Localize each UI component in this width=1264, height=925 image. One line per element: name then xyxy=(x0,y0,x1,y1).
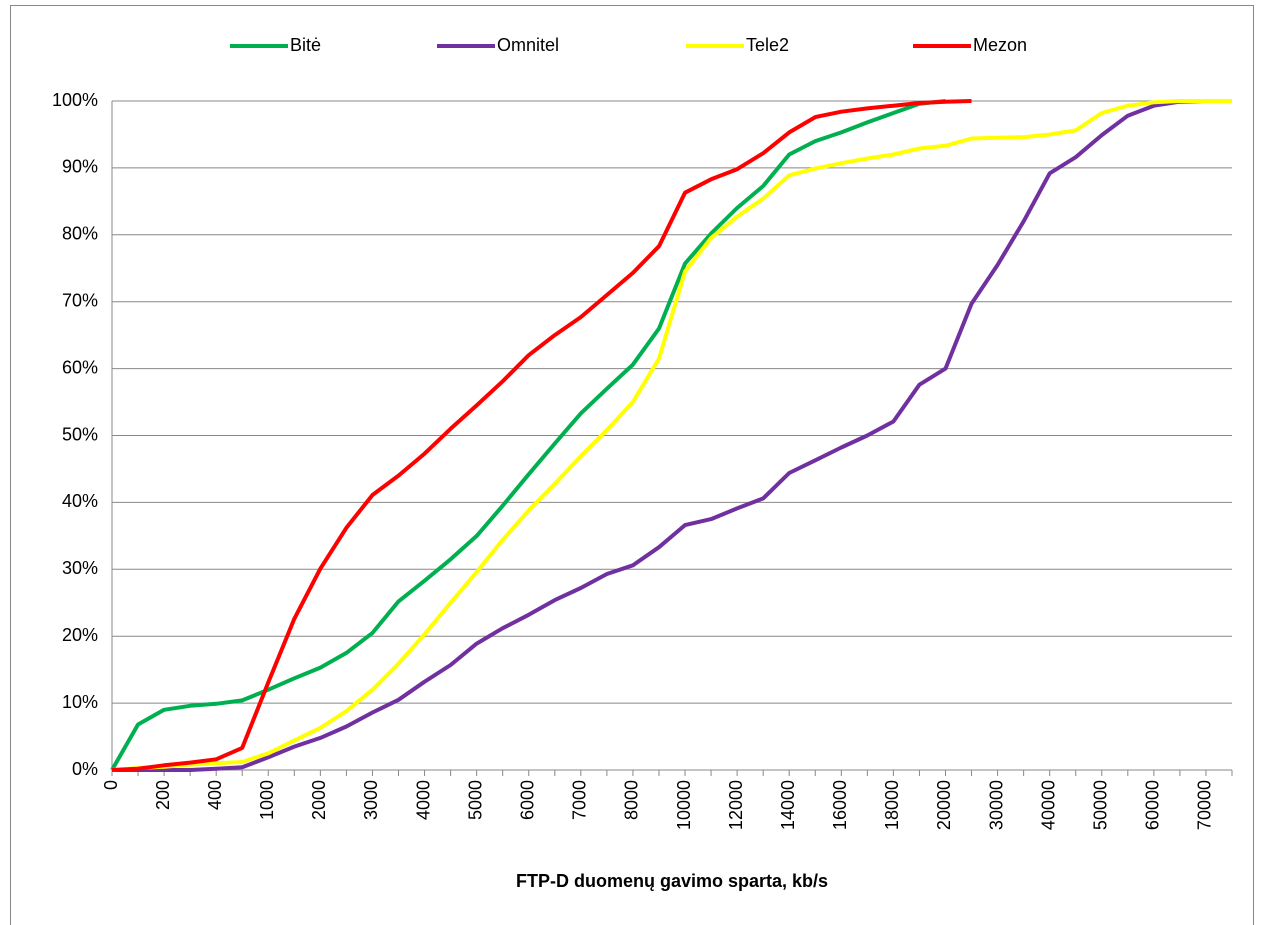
legend-label: Bitė xyxy=(290,35,321,55)
x-tick-label: 5000 xyxy=(465,780,485,820)
y-tick-label: 70% xyxy=(62,290,98,310)
x-tick-label: 0 xyxy=(101,780,121,790)
series-line xyxy=(110,99,946,771)
legend-label: Mezon xyxy=(973,35,1027,55)
x-tick-label: 400 xyxy=(205,780,225,810)
x-tick-label: 4000 xyxy=(413,780,433,820)
x-tick-label: 1000 xyxy=(257,780,277,820)
y-tick-label: 10% xyxy=(62,692,98,712)
y-tick-label: 50% xyxy=(62,424,98,444)
y-tick-label: 0% xyxy=(72,759,98,779)
x-tick-label: 2000 xyxy=(309,780,329,820)
y-tick-label: 20% xyxy=(62,625,98,645)
chart-frame xyxy=(10,5,1254,925)
x-tick-label: 7000 xyxy=(570,780,590,820)
x-tick-label: 18000 xyxy=(882,780,902,830)
x-tick-label: 200 xyxy=(153,780,173,810)
y-tick-label: 60% xyxy=(62,357,98,377)
y-tick-label: 30% xyxy=(62,558,98,578)
series-line xyxy=(111,99,972,772)
series-line xyxy=(111,99,1232,772)
legend-label: Tele2 xyxy=(746,35,789,55)
series-line xyxy=(112,99,1232,772)
x-tick-label: 16000 xyxy=(830,780,850,830)
y-tick-label: 100% xyxy=(52,90,98,110)
y-tick-label: 90% xyxy=(62,157,98,177)
x-tick-label: 12000 xyxy=(726,780,746,830)
x-tick-label: 60000 xyxy=(1143,780,1163,830)
legend-label: Omnitel xyxy=(497,35,559,55)
x-tick-label: 30000 xyxy=(986,780,1006,830)
x-tick-label: 8000 xyxy=(622,780,642,820)
y-tick-label: 40% xyxy=(62,491,98,511)
x-tick-label: 20000 xyxy=(934,780,954,830)
y-tick-label: 80% xyxy=(62,224,98,244)
x-tick-label: 6000 xyxy=(517,780,537,820)
x-tick-label: 40000 xyxy=(1038,780,1058,830)
x-axis-label: FTP-D duomenų gavimo sparta, kb/s xyxy=(516,871,828,891)
x-tick-label: 70000 xyxy=(1195,780,1215,830)
x-tick-label: 50000 xyxy=(1091,780,1111,830)
x-tick-label: 10000 xyxy=(674,780,694,830)
x-tick-label: 3000 xyxy=(361,780,381,820)
x-tick-label: 14000 xyxy=(778,780,798,830)
